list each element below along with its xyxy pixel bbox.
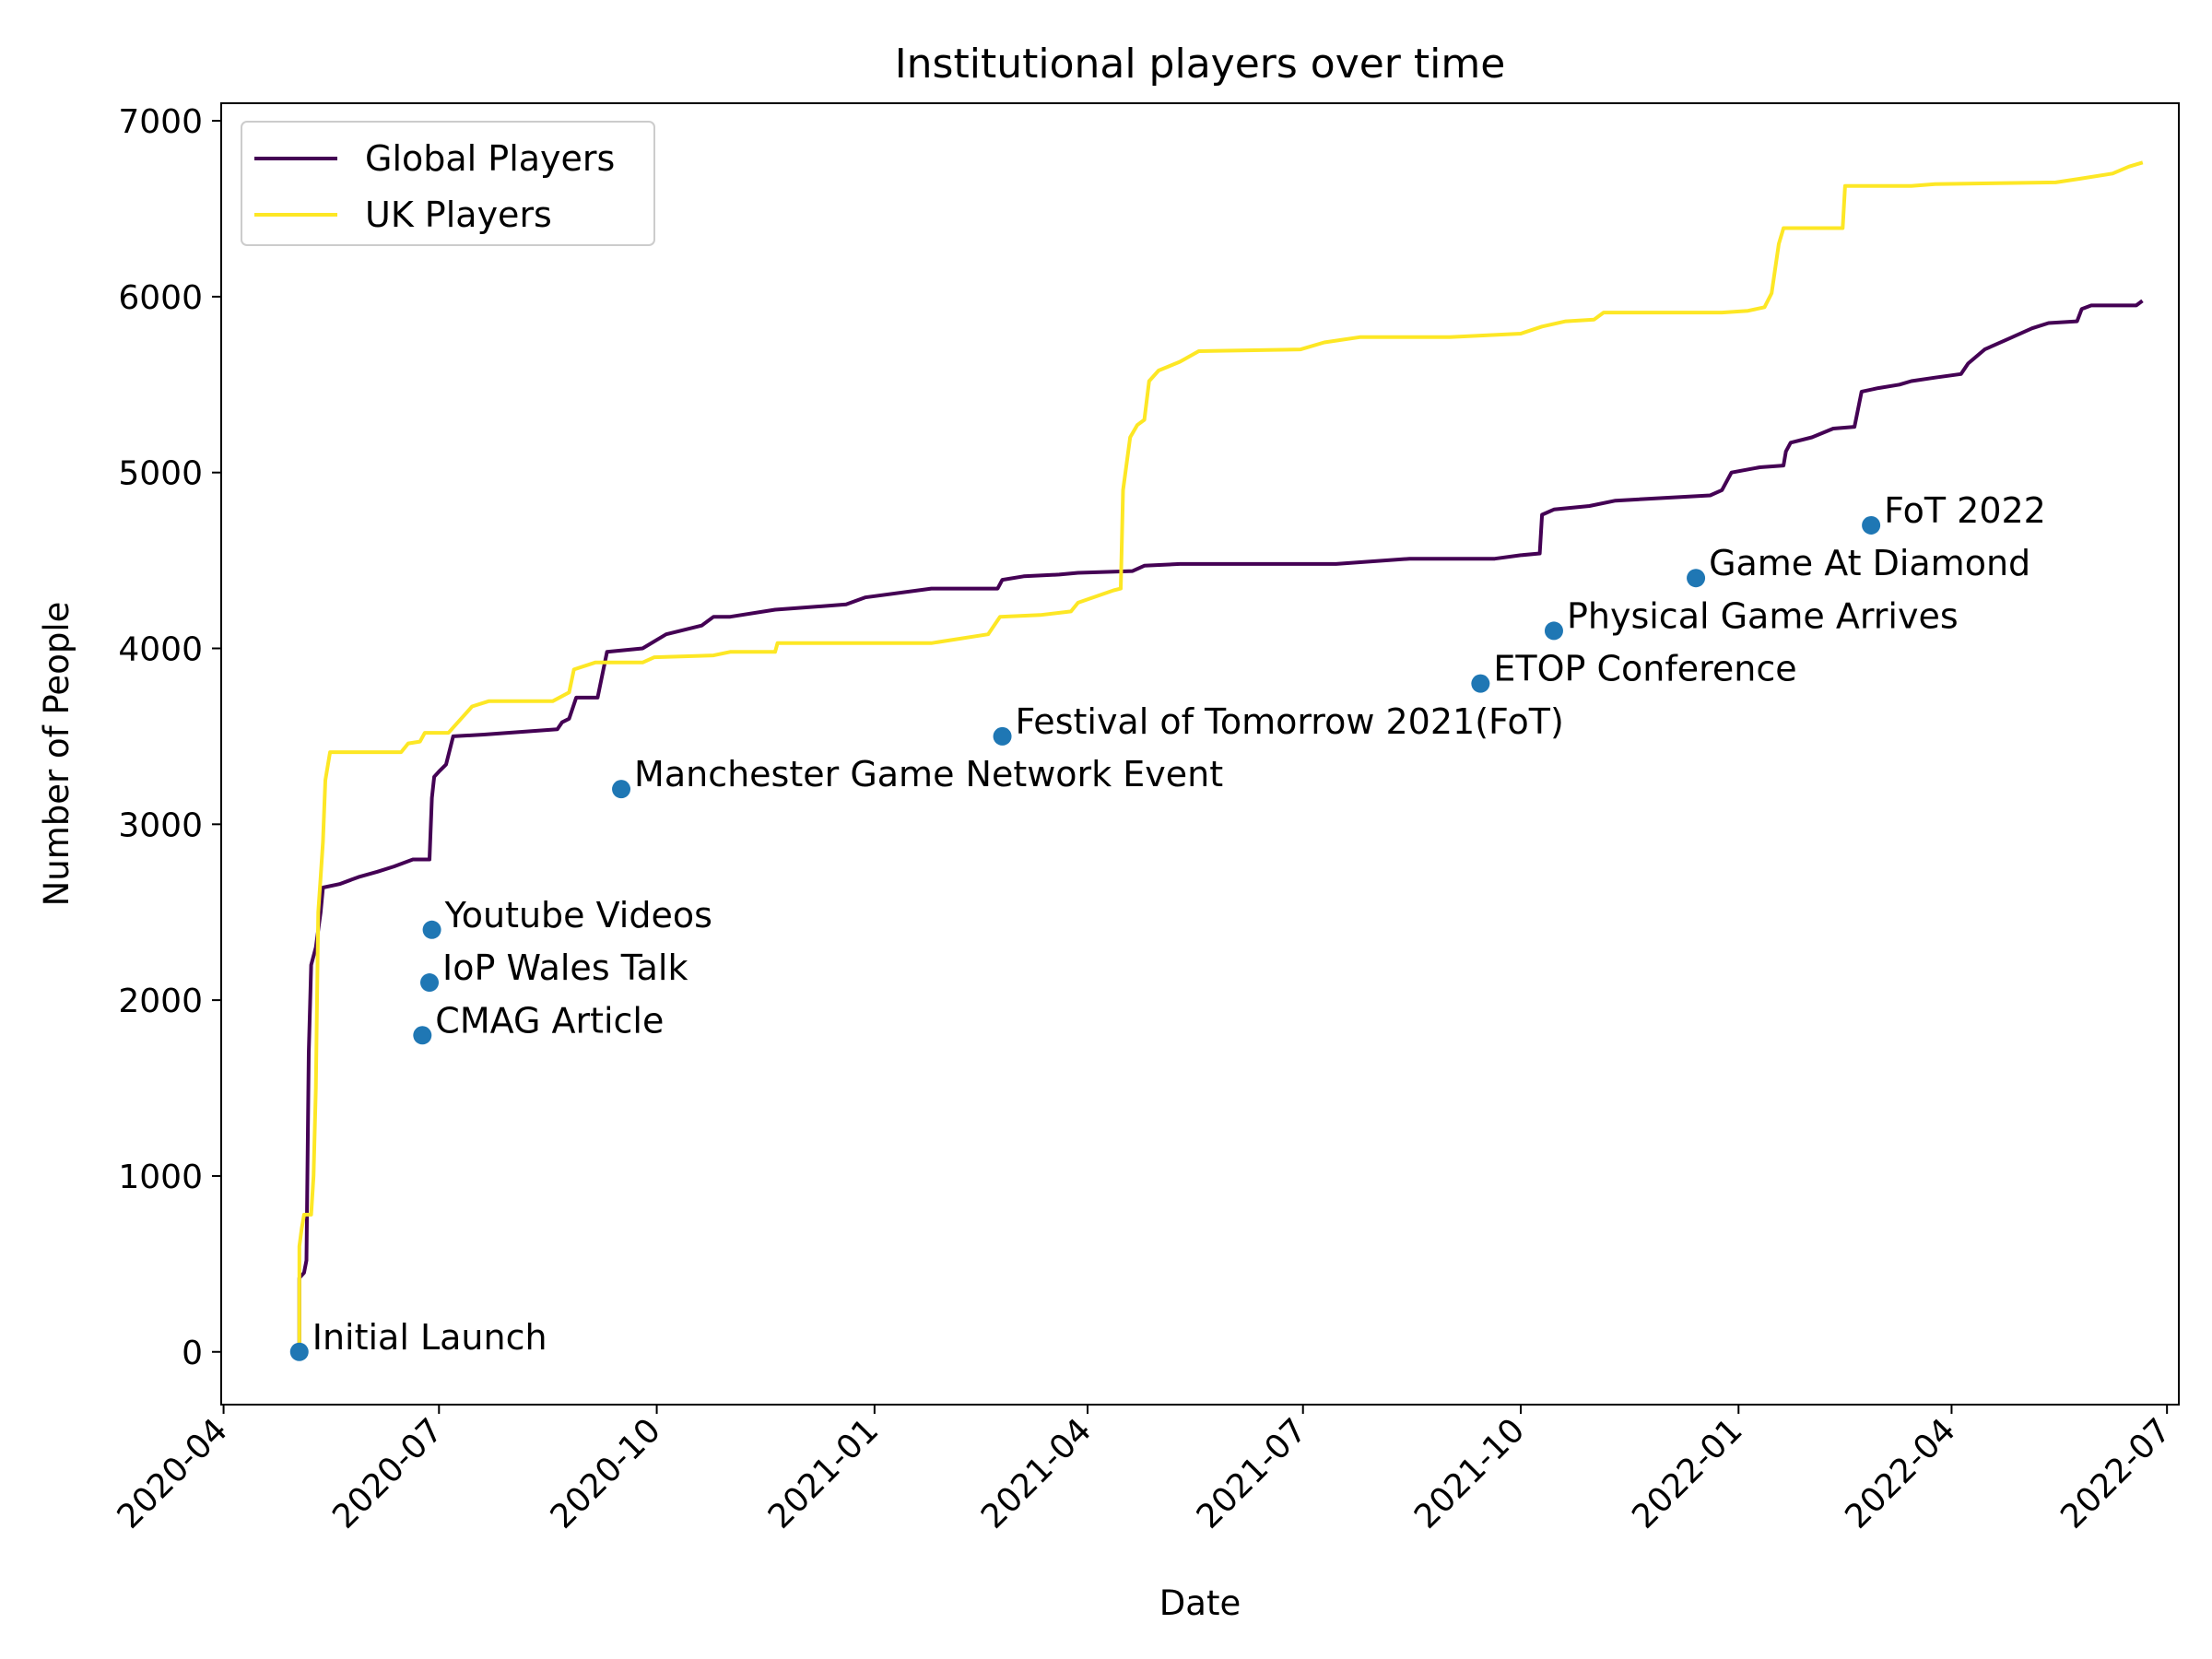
annotation-label-1: CMAG Article — [435, 1000, 664, 1041]
y-tick-label-4: 4000 — [118, 631, 203, 669]
annotation-label-3: Youtube Videos — [444, 895, 712, 935]
annotation-marker-1 — [413, 1026, 432, 1045]
annotation-marker-5 — [993, 726, 1012, 746]
y-axis-title: Number of People — [37, 602, 76, 907]
annotation-label-7: Physical Game Arrives — [1567, 595, 1959, 636]
legend: Global Players UK Players — [241, 121, 655, 246]
annotation-marker-3 — [422, 920, 441, 939]
y-tick-label-0: 0 — [182, 1335, 203, 1372]
annotation-label-0: Initial Launch — [312, 1317, 547, 1358]
legend-box — [241, 121, 655, 246]
plot-area — [297, 160, 2144, 1354]
annotation-label-5: Festival of Tomorrow 2021(FoT) — [1016, 701, 1564, 742]
annotation-label-4: Manchester Game Network Event — [634, 754, 1223, 794]
y-tick-label-1: 1000 — [118, 1159, 203, 1196]
annotation-marker-9 — [1862, 515, 1881, 535]
annotation-marker-0 — [289, 1342, 309, 1361]
y-tick-label-7: 7000 — [118, 103, 203, 141]
annotation-marker-4 — [612, 780, 631, 799]
annotation-marker-2 — [420, 973, 440, 993]
y-tick-label-3: 3000 — [118, 806, 203, 844]
legend-label-1: UK Players — [365, 194, 552, 235]
series-line-1 — [297, 160, 2144, 1354]
y-tick-label-6: 6000 — [118, 279, 203, 317]
annotation-marker-8 — [1687, 569, 1706, 588]
y-tick-label-2: 2000 — [118, 982, 203, 1020]
x-axis-title: Date — [1159, 1583, 1241, 1623]
annotation-label-6: ETOP Conference — [1493, 649, 1796, 689]
y-tick-label-5: 5000 — [118, 455, 203, 493]
plot-frame — [220, 102, 2180, 1406]
annotation-label-2: IoP Wales Talk — [442, 947, 688, 988]
series-line-0 — [297, 299, 2144, 1354]
legend-label-0: Global Players — [365, 138, 615, 179]
annotation-label-8: Game At Diamond — [1709, 543, 2030, 583]
annotations: Initial Launch CMAG Article IoP Wales Talk… — [289, 490, 2046, 1361]
annotation-marker-6 — [1471, 674, 1490, 693]
annotation-marker-7 — [1544, 621, 1563, 641]
annotation-label-9: FoT 2022 — [1884, 490, 2046, 531]
chart-title: Institutional players over time — [895, 41, 1506, 88]
